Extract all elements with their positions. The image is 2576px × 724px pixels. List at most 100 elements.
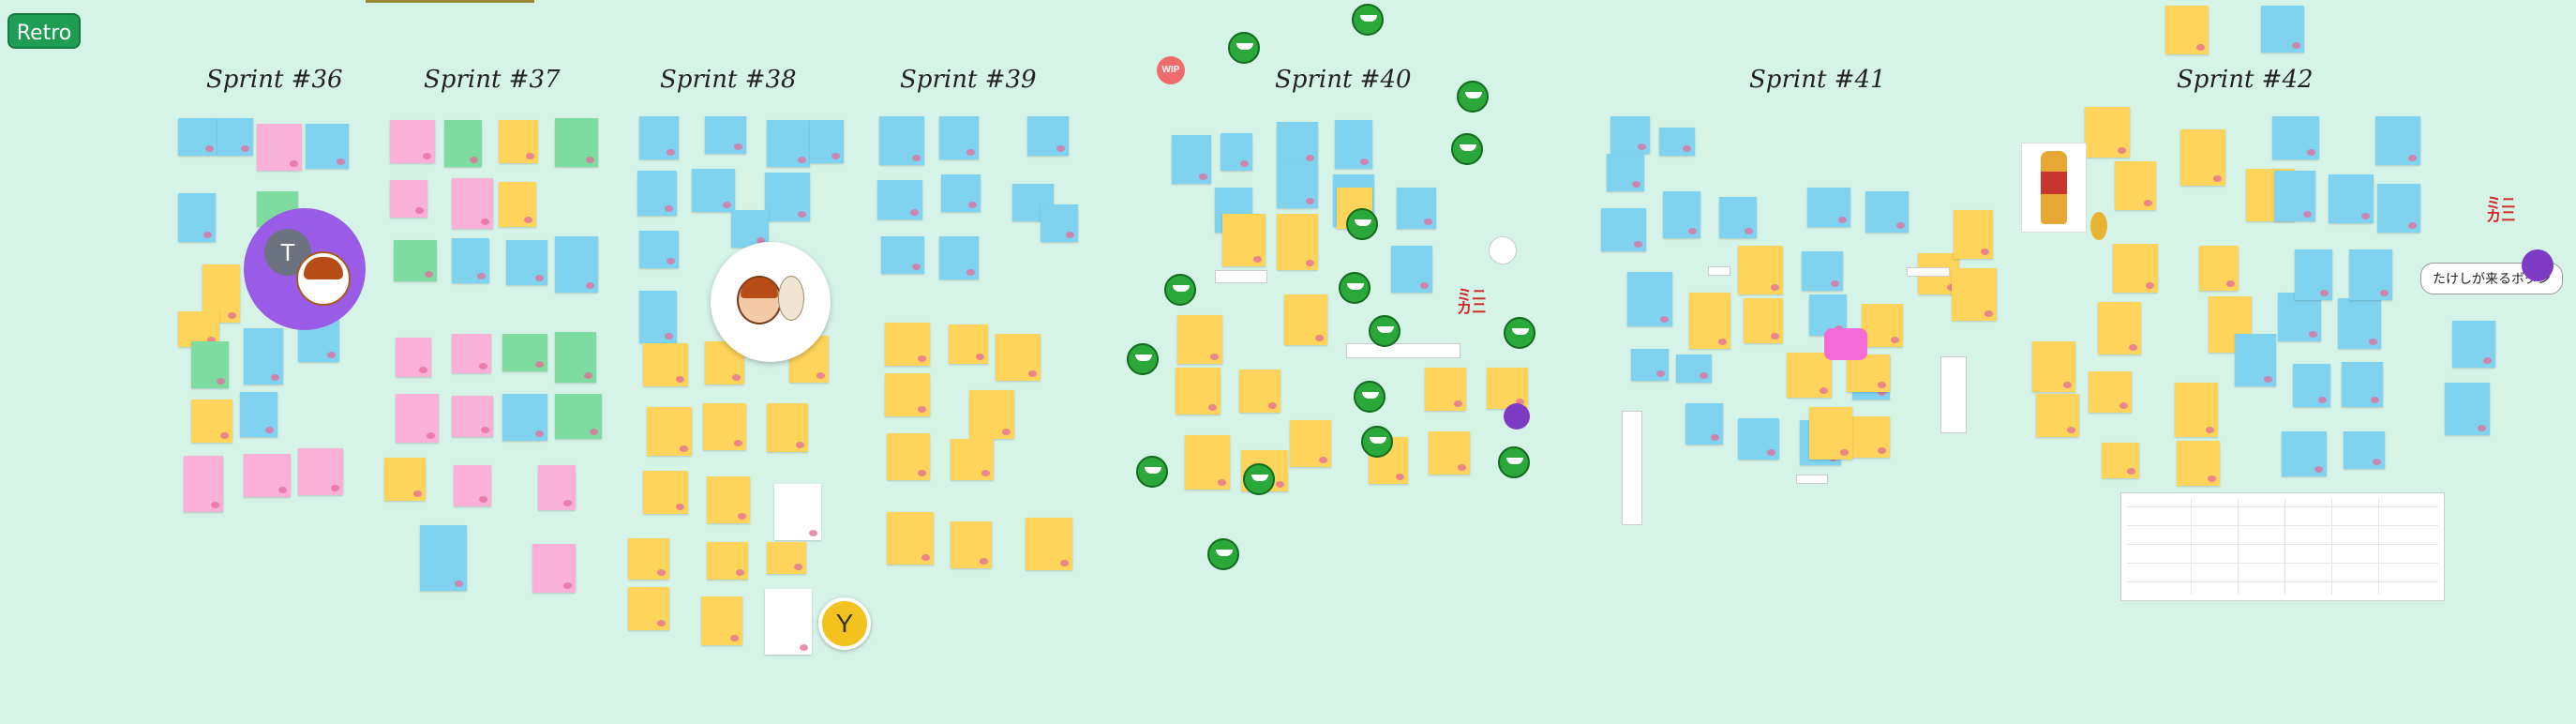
sticky-note[interactable] [420,525,467,591]
sticky-note[interactable] [2295,249,2332,300]
sticky-note[interactable] [1738,418,1779,460]
sticky-note[interactable] [765,173,810,221]
sticky-note[interactable] [384,458,426,501]
sticky-note[interactable] [1807,188,1850,227]
sticky-note[interactable] [1277,165,1318,208]
sticky-note[interactable] [2102,443,2139,478]
sticky-note[interactable] [1290,420,1331,467]
sticky-note[interactable] [240,392,277,437]
sticky-note[interactable] [969,390,1014,439]
sticky-note[interactable] [1425,368,1466,411]
sticky-note[interactable] [191,400,232,443]
sticky-note[interactable] [1663,191,1700,238]
sticky-note[interactable] [765,589,812,655]
sticky-note[interactable] [639,291,677,343]
sticky-note[interactable] [1177,315,1222,364]
sticky-note[interactable] [1744,298,1783,343]
sticky-note[interactable] [2452,321,2495,368]
sticky-note[interactable] [2089,371,2132,413]
retro-button[interactable]: Retro [7,13,81,49]
sticky-note[interactable] [1221,133,1252,171]
sticky-note[interactable] [2115,161,2156,210]
sticky-note[interactable] [555,394,602,439]
sticky-note[interactable] [217,118,253,156]
sticky-note[interactable] [887,512,934,565]
sticky-note[interactable] [178,193,216,242]
sticky-note[interactable] [939,116,979,159]
sticky-note[interactable] [1222,214,1266,266]
sticky-note[interactable] [707,542,748,580]
sticky-note[interactable] [1610,116,1650,154]
sticky-note[interactable] [1429,431,1470,475]
sticky-note[interactable] [692,169,735,212]
sticky-note[interactable] [703,403,746,450]
sticky-note[interactable] [2199,246,2239,291]
sticky-note[interactable] [244,454,291,497]
sticky-note[interactable] [452,334,491,373]
sticky-note[interactable] [2282,431,2327,476]
sticky-note[interactable] [454,465,491,506]
sticky-note[interactable] [1809,407,1852,460]
sticky-note[interactable] [444,120,482,167]
sticky-note[interactable] [1738,246,1783,294]
sticky-note[interactable] [184,456,223,512]
sticky-note[interactable] [2293,364,2330,407]
user-t-cursor-avatar[interactable]: T [244,208,366,330]
sticky-note[interactable] [1185,435,1230,490]
sticky-note[interactable] [628,538,669,580]
sticky-note[interactable] [1027,116,1069,156]
sticky-note[interactable] [767,120,810,167]
sticky-note[interactable] [452,238,489,283]
sticky-note[interactable] [1277,122,1318,165]
sticky-note[interactable] [939,236,979,279]
sticky-note[interactable] [2235,334,2276,386]
sticky-note[interactable] [1397,188,1436,229]
sticky-note[interactable] [639,116,679,159]
sticky-note[interactable] [2180,129,2225,186]
sticky-note[interactable] [2261,6,2304,53]
sticky-note[interactable] [767,403,808,452]
sticky-note[interactable] [257,124,302,171]
sticky-note[interactable] [879,116,924,165]
sticky-note[interactable] [1176,368,1221,415]
sticky-note[interactable] [705,116,746,154]
sticky-note[interactable] [2338,298,2381,349]
sticky-note[interactable] [2036,394,2079,437]
sticky-note[interactable] [555,332,596,383]
sticky-note[interactable] [1335,120,1372,169]
sticky-note[interactable] [178,311,219,347]
sticky-note[interactable] [1847,354,1890,392]
sticky-note[interactable] [502,394,547,441]
sticky-note[interactable] [701,596,742,645]
sticky-note[interactable] [1685,403,1723,445]
sticky-note[interactable] [639,231,679,268]
sticky-note[interactable] [178,118,217,156]
sticky-note[interactable] [2278,293,2321,341]
sticky-note[interactable] [298,448,343,495]
sticky-note[interactable] [1601,208,1646,251]
sticky-note[interactable] [1627,272,1672,326]
sticky-note[interactable] [1277,214,1318,270]
sticky-note[interactable] [707,476,750,523]
sticky-note[interactable] [2177,441,2220,486]
sticky-note[interactable] [628,587,669,630]
sticky-note[interactable] [2342,362,2383,407]
sticky-note[interactable] [1607,154,1644,191]
sticky-note[interactable] [244,328,283,385]
sticky-note[interactable] [1284,294,1327,345]
user-y-avatar[interactable]: Y [818,597,871,650]
sticky-note[interactable] [1862,304,1903,347]
sticky-note[interactable] [1719,197,1757,238]
sticky-note[interactable] [643,343,688,386]
sticky-note[interactable] [1631,349,1669,381]
sticky-note[interactable] [538,465,576,510]
sticky-note[interactable] [2032,341,2075,392]
sticky-note[interactable] [885,373,930,416]
sticky-note[interactable] [2375,116,2420,165]
sticky-note[interactable] [647,407,692,456]
sticky-note[interactable] [390,180,427,218]
sticky-note[interactable] [1487,368,1528,409]
sticky-note[interactable] [1802,251,1843,291]
sticky-note[interactable] [1391,246,1432,293]
sticky-note[interactable] [1954,210,1993,259]
